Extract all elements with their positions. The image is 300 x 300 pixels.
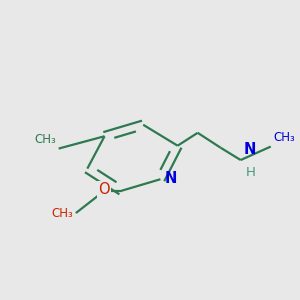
Text: O: O bbox=[98, 182, 109, 197]
Text: CH₃: CH₃ bbox=[34, 133, 56, 146]
Text: H: H bbox=[246, 166, 256, 179]
Text: CH₃: CH₃ bbox=[51, 207, 73, 220]
Text: N: N bbox=[164, 171, 177, 186]
Text: CH₃: CH₃ bbox=[273, 131, 295, 144]
Text: N: N bbox=[244, 142, 256, 157]
